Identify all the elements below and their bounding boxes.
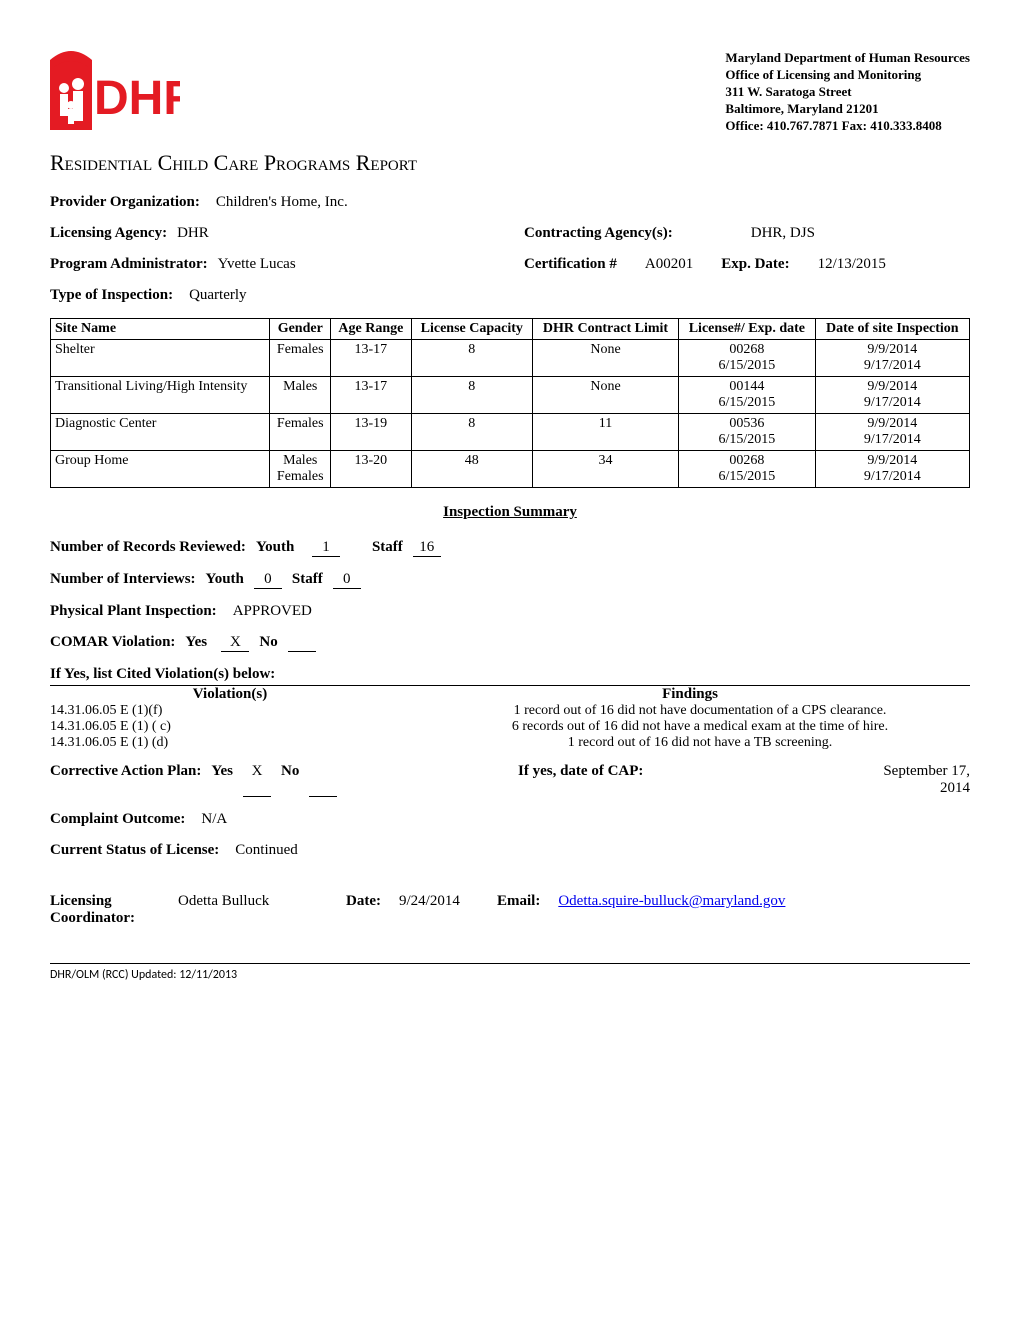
agency-address: Maryland Department of Human Resources O… — [725, 50, 970, 134]
records-staff: 16 — [413, 539, 441, 557]
cap-date: September 17, 2014 — [860, 763, 970, 797]
complaint-label: Complaint Outcome: — [50, 811, 185, 828]
interviews-youth: 0 — [254, 571, 282, 589]
contracting-value: DHR, DJS — [751, 225, 815, 242]
cap-yes: X — [243, 763, 271, 797]
cert-value: A00201 — [645, 256, 693, 273]
violations-header: Violation(s) Findings — [50, 685, 970, 703]
violation-row: 14.31.06.05 E (1) (d)1 record out of 16 … — [50, 735, 970, 751]
table-row: Transitional Living/High IntensityMales1… — [51, 377, 970, 414]
date-value: 9/24/2014 — [399, 893, 479, 910]
complaint-value: N/A — [201, 811, 227, 828]
coord-value: Odetta Bulluck — [178, 893, 328, 910]
dhr-logo: DHR — [50, 50, 180, 140]
status-value: Continued — [235, 842, 298, 859]
comar-label: COMAR Violation: — [50, 634, 175, 652]
type-label: Type of Inspection: — [50, 287, 173, 304]
cap-label: Corrective Action Plan: — [50, 763, 201, 797]
table-row: Diagnostic CenterFemales13-19811005366/1… — [51, 414, 970, 451]
cert-label: Certification # — [524, 256, 617, 273]
report-title: Residential Child Care Programs Report — [50, 150, 970, 176]
coord-label: Licensing Coordinator: — [50, 893, 160, 927]
violation-row: 14.31.06.05 E (1) ( c)6 records out of 1… — [50, 719, 970, 735]
expdate-label: Exp. Date: — [721, 256, 789, 273]
admin-value: Yvette Lucas — [218, 256, 296, 273]
records-label: Number of Records Reviewed: — [50, 539, 246, 557]
violations-intro: If Yes, list Cited Violation(s) below: — [50, 666, 970, 683]
plant-value: APPROVED — [233, 603, 312, 620]
comar-no — [288, 634, 316, 652]
date-label: Date: — [346, 893, 381, 910]
email-label: Email: — [497, 893, 540, 910]
comar-yes: X — [221, 634, 249, 652]
licensing-agency-value: DHR — [177, 225, 209, 242]
status-label: Current Status of License: — [50, 842, 219, 859]
cap-date-label: If yes, date of CAP: — [518, 763, 643, 797]
sites-table: Site Name Gender Age Range License Capac… — [50, 318, 970, 488]
cap-no — [309, 763, 337, 797]
violation-row: 14.31.06.05 E (1)(f)1 record out of 16 d… — [50, 703, 970, 719]
provider-value: Children's Home, Inc. — [216, 194, 348, 211]
table-row: Group HomeMalesFemales13-204834002686/15… — [51, 451, 970, 488]
email-link[interactable]: Odetta.squire-bulluck@maryland.gov — [558, 893, 785, 910]
licensing-agency-label: Licensing Agency: — [50, 225, 167, 242]
table-row: ShelterFemales13-178None002686/15/20159/… — [51, 340, 970, 377]
type-value: Quarterly — [189, 287, 246, 304]
provider-label: Provider Organization: — [50, 194, 200, 211]
staff-label: Staff — [372, 539, 403, 557]
youth-label: Youth — [256, 539, 302, 557]
svg-text:DHR: DHR — [94, 72, 180, 125]
expdate-value: 12/13/2015 — [818, 256, 886, 273]
records-youth: 1 — [312, 539, 340, 557]
plant-label: Physical Plant Inspection: — [50, 603, 217, 620]
admin-label: Program Administrator: — [50, 256, 208, 273]
contracting-label: Contracting Agency(s): — [524, 225, 673, 242]
interviews-staff: 0 — [333, 571, 361, 589]
summary-title: Inspection Summary — [50, 504, 970, 521]
footer: DHR/OLM (RCC) Updated: 12/11/2013 — [50, 963, 970, 982]
interviews-label: Number of Interviews: — [50, 571, 196, 589]
